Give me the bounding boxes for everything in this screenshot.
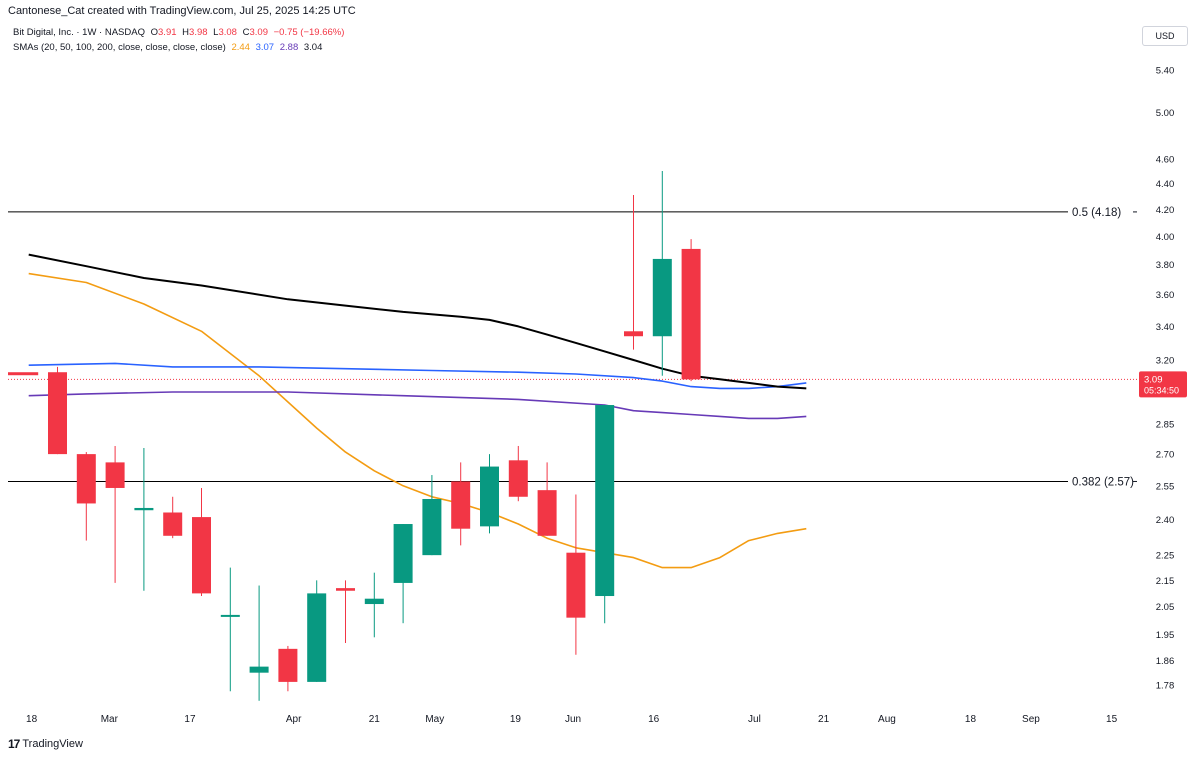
y-tick-label: 5.40 [1156,66,1175,77]
y-tick-label: 3.20 [1156,355,1175,366]
last-price-countdown: 05:34:50 [1144,385,1179,395]
candles [8,171,701,701]
sma200-value: 3.04 [303,42,323,53]
time-axis[interactable]: 18Mar17Apr21May19Jun16Jul21Aug18Sep15Oct… [26,714,1199,725]
y-tick-label: 2.85 [1156,420,1175,431]
candle-body [336,588,355,591]
x-tick-label: Jun [565,714,581,725]
last-price-badge [1139,371,1187,398]
ohlc-close: C3.09 [242,27,268,38]
ohlc-open: O3.91 [150,27,177,38]
y-tick-label: 2.25 [1156,551,1175,562]
candle-body [220,614,240,617]
x-tick-label: 18 [965,714,977,725]
candle-body [48,372,67,455]
candle-body [76,454,96,504]
candle-body [480,466,499,527]
y-tick-label: 4.20 [1156,205,1175,216]
y-tick-label: 4.00 [1156,232,1175,243]
candle-body [652,258,672,337]
candle-body [163,512,183,536]
candle-body [681,248,701,380]
candle-body [624,331,643,337]
y-tick-label: 3.40 [1156,322,1175,333]
candle-body [134,507,154,511]
x-tick-label: May [425,714,444,725]
y-tick-label: 1.95 [1156,630,1175,641]
y-tick-label: 1.86 [1156,656,1175,667]
candle-body [364,598,384,605]
x-tick-label: 18 [26,714,38,725]
y-tick-label: 3.60 [1156,290,1175,301]
sma-legend-label: SMAs (20, 50, 100, 200, close, close, cl… [13,42,226,53]
x-tick-label: 16 [648,714,660,725]
x-tick-label: Sep [1022,714,1040,725]
x-tick-label: 17 [184,714,196,725]
candle-body [192,517,211,594]
sma-line [28,362,807,390]
x-tick-label: Aug [878,714,896,725]
sma20-value: 2.44 [231,42,250,53]
sma50-value: 3.07 [255,42,275,53]
y-tick-label: 4.60 [1156,154,1175,165]
candle-body [508,460,528,497]
ohlc-low: L3.08 [213,27,237,38]
candle-body [451,481,471,529]
y-tick-label: 2.40 [1156,515,1175,526]
x-tick-label: 21 [369,714,381,725]
price-axis[interactable]: 5.40 5.00 4.60 4.40 4.20 4.00 3.80 3.60 3.40 3.20… [1156,66,1175,692]
tradingview-logo[interactable]: 17 TradingView [8,737,83,751]
symbol-legend: Bit Digital, Inc. · 1W · NASDAQ O3.91 H3… [13,27,347,38]
candle-body [393,524,413,583]
candle-body [307,593,327,682]
candle-body [422,498,442,556]
sma-legend: SMAs (20, 50, 100, 200, close, close, cl… [13,42,325,53]
y-tick-label: 4.40 [1156,179,1175,190]
candle-body [566,552,586,618]
fib-level-label: 0.5 (4.18) [1072,207,1121,219]
horizontal-levels: 0.5 (4.18) 0.382 (2.57) [8,207,1137,488]
y-tick-label: 2.55 [1156,481,1175,492]
symbol-name: Bit Digital, Inc. · 1W · NASDAQ [13,27,145,38]
x-tick-label: Jul [748,714,761,725]
fib-level-label: 0.382 (2.57) [1072,476,1134,488]
y-tick-label: 3.80 [1156,260,1175,271]
candle-body [595,405,615,597]
tradingview-brand: TradingView [22,738,83,750]
sma100-value: 2.88 [279,42,299,53]
chart-attribution: Cantonese_Cat created with TradingView.c… [8,5,356,17]
candle-body [105,462,125,488]
ohlc-change: −0.75 (−19.66%) [273,27,345,38]
y-tick-label: 2.70 [1156,450,1175,461]
y-tick-label: 5.00 [1156,108,1175,119]
sma-line [28,253,807,390]
last-price-value: 3.09 [1144,374,1163,385]
x-tick-label: 19 [510,714,522,725]
y-tick-label: 1.78 [1156,681,1175,692]
candle-body [249,666,269,673]
currency-button[interactable]: USD [1142,26,1188,46]
candle-body-partial [8,372,39,376]
candle-body [278,648,298,682]
tradingview-logo-icon: 17 [8,737,20,751]
ohlc-high: H3.98 [182,27,208,38]
sma-line [28,391,807,420]
candle-body [537,490,557,536]
x-tick-label: Apr [286,714,302,725]
x-tick-label: Mar [101,714,119,725]
price-chart[interactable]: 5.40 5.00 4.60 4.40 4.20 4.00 3.80 3.60 3.40 3.20… [0,0,1199,735]
y-tick-label: 2.15 [1156,576,1175,587]
y-tick-label: 2.05 [1156,602,1175,613]
x-tick-label: 15 [1106,714,1118,725]
x-tick-label: 21 [818,714,830,725]
